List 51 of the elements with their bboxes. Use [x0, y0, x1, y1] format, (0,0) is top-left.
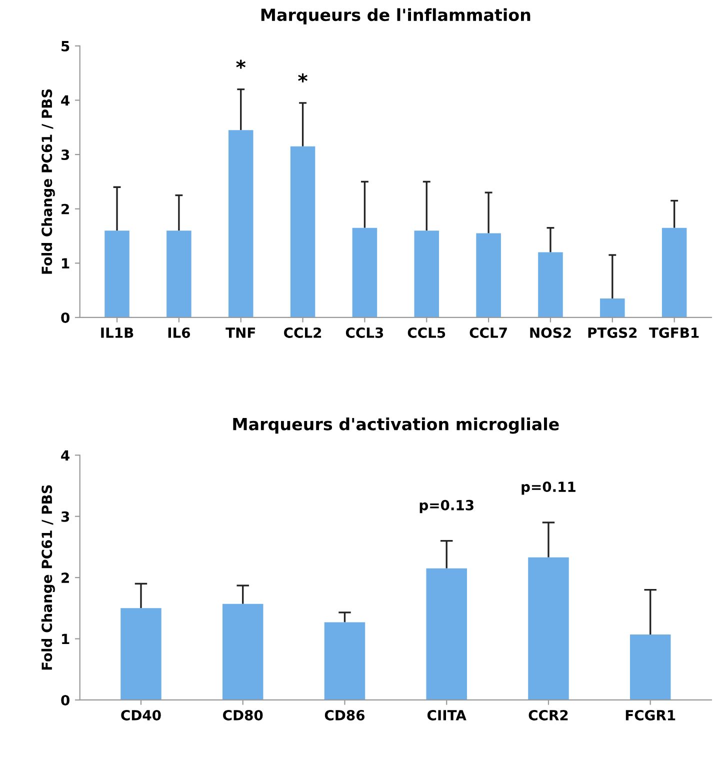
x-tick-label: CIITA	[427, 710, 466, 720]
bar	[414, 230, 440, 318]
x-tick-label: PTGS2	[588, 327, 637, 338]
bar	[528, 557, 569, 700]
y-tick-label: 4	[61, 450, 70, 460]
y-tick-label: 5	[62, 41, 70, 52]
x-tick-label: CCL5	[408, 327, 446, 338]
bar	[630, 634, 671, 700]
bar	[120, 608, 162, 700]
x-tick-label: CD80	[223, 710, 263, 720]
annotation: p=0.11	[522, 482, 576, 495]
bar	[600, 298, 625, 318]
bar	[228, 130, 254, 318]
y-tick-label: 1	[62, 634, 70, 644]
bar	[222, 604, 264, 700]
chart-title: Marqueurs d'activation microgliale	[233, 418, 559, 434]
annotation: p=0.13	[420, 500, 474, 514]
x-tick-label: CD86	[324, 710, 365, 720]
bar	[166, 230, 192, 318]
x-tick-label: NOS2	[530, 327, 571, 338]
bar	[324, 622, 366, 700]
bar	[476, 233, 501, 318]
y-tick-label: 3	[61, 150, 70, 160]
x-tick-label: CD40	[121, 710, 161, 720]
y-tick-label: 4	[61, 95, 70, 106]
bar	[352, 228, 378, 318]
y-axis-title: Fold Change PC61 / PBS	[41, 89, 55, 274]
x-tick-label: TNF	[226, 328, 255, 338]
y-tick-label: 0	[61, 694, 70, 706]
x-tick-label: CCL7	[470, 327, 507, 338]
x-tick-label: CCL2	[284, 327, 322, 338]
x-tick-label: IL1B	[101, 328, 134, 338]
y-tick-label: 1	[62, 258, 70, 268]
bar	[426, 568, 467, 700]
x-tick-label: CCL3	[346, 327, 384, 338]
bar	[104, 230, 130, 318]
y-tick-label: 0	[61, 312, 70, 323]
y-tick-label: 2	[62, 204, 69, 214]
x-tick-label: FCGR1	[626, 710, 676, 720]
bar	[662, 228, 687, 318]
bar	[538, 252, 563, 318]
x-tick-label: CCR2	[528, 710, 568, 720]
x-tick-label: TGFB1	[649, 327, 699, 338]
bar	[290, 146, 316, 318]
y-tick-label: 2	[62, 572, 69, 583]
annotation: *	[298, 73, 308, 82]
annotation: *	[236, 60, 246, 69]
y-tick-label: 3	[61, 511, 70, 522]
chart-title: Marqueurs de l'inflammation	[261, 8, 530, 24]
y-axis-title: Fold Change PC61 / PBS	[41, 485, 55, 670]
x-tick-label: IL6	[168, 327, 190, 338]
